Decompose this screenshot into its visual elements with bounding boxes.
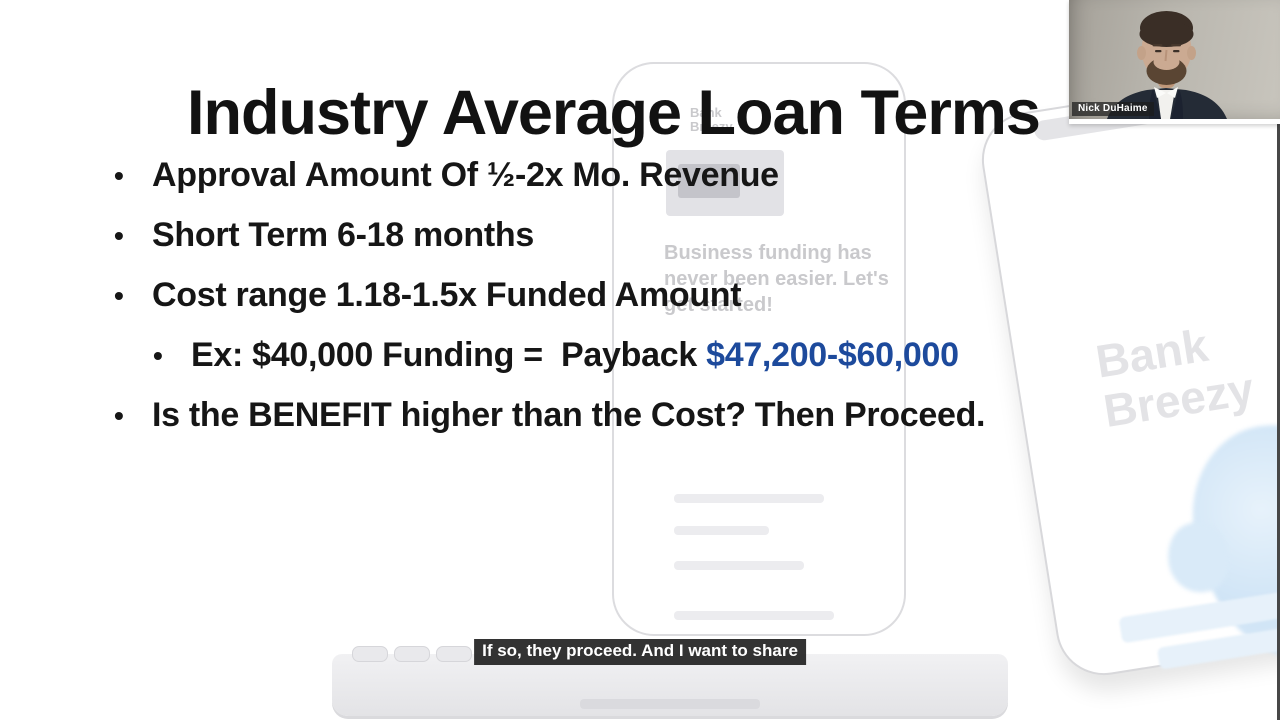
video-right-edge-bar — [1277, 0, 1280, 720]
bullet-dot-icon: • — [114, 280, 124, 311]
webcam-overlay: Nick DuHaime — [1069, 0, 1280, 124]
presenter-name-badge: Nick DuHaime — [1072, 102, 1154, 116]
bullet-text: Short Term 6-18 months — [152, 216, 534, 254]
phone-tagline-text: Business funding has never been easier. … — [664, 242, 889, 316]
faded-text-bar — [674, 526, 769, 535]
faded-text-bar — [674, 561, 804, 570]
faded-text-bar — [674, 494, 824, 503]
sub-bullet-item: • Ex: $40,000 Funding = Payback $47,200-… — [147, 329, 1088, 382]
bullet-item: • Short Term 6-18 months — [108, 209, 1088, 262]
phone-hero-image-mark — [678, 164, 740, 198]
bullet-text: Approval Amount Of ½-2x Mo. Revenue — [152, 156, 779, 194]
dock-button — [436, 646, 472, 662]
bank-breezy-logo-small: Bank Breezy — [690, 105, 733, 135]
dock-button — [394, 646, 430, 662]
slide-title: Industry Average Loan Terms — [187, 78, 1041, 149]
bullet-list: • Approval Amount Of ½-2x Mo. Revenue • … — [108, 149, 1088, 449]
bullet-item: • Is the BENEFIT higher than the Cost? T… — [108, 389, 1088, 442]
bullet-dot-icon: • — [114, 400, 124, 431]
bank-breezy-brand-large: Bank Breezy — [1092, 315, 1257, 437]
payback-amount-highlight: $47,200-$60,000 — [706, 336, 959, 374]
bullet-item: • Approval Amount Of ½-2x Mo. Revenue — [108, 149, 1088, 202]
bullet-text: Cost range 1.18-1.5x Funded Amount — [152, 276, 742, 314]
dock-button — [352, 646, 388, 662]
sub-bullet-prefix: Ex: $40,000 Funding = Payback — [191, 336, 707, 374]
bullet-dot-icon: • — [114, 160, 124, 191]
subtitle-caption: If so, they proceed. And I want to share — [474, 639, 806, 665]
center-phone-mockup: Bank Breezy Business funding has never b… — [612, 62, 906, 636]
logo-line-1: Bank — [690, 105, 722, 120]
sub-bullet-text: Ex: $40,000 Funding = Payback $47,200-$6… — [191, 329, 959, 382]
bullet-item: • Cost range 1.18-1.5x Funded Amount — [108, 269, 1088, 322]
phone-hero-image-placeholder — [666, 150, 784, 216]
logo-line-2: Breezy — [690, 119, 733, 135]
bullet-dot-icon: • — [114, 220, 124, 251]
dock-slot — [580, 699, 760, 709]
bullet-text: Is the BENEFIT higher than the Cost? The… — [152, 396, 986, 434]
faded-text-bar — [674, 611, 834, 620]
bullet-dot-icon: • — [153, 340, 163, 371]
